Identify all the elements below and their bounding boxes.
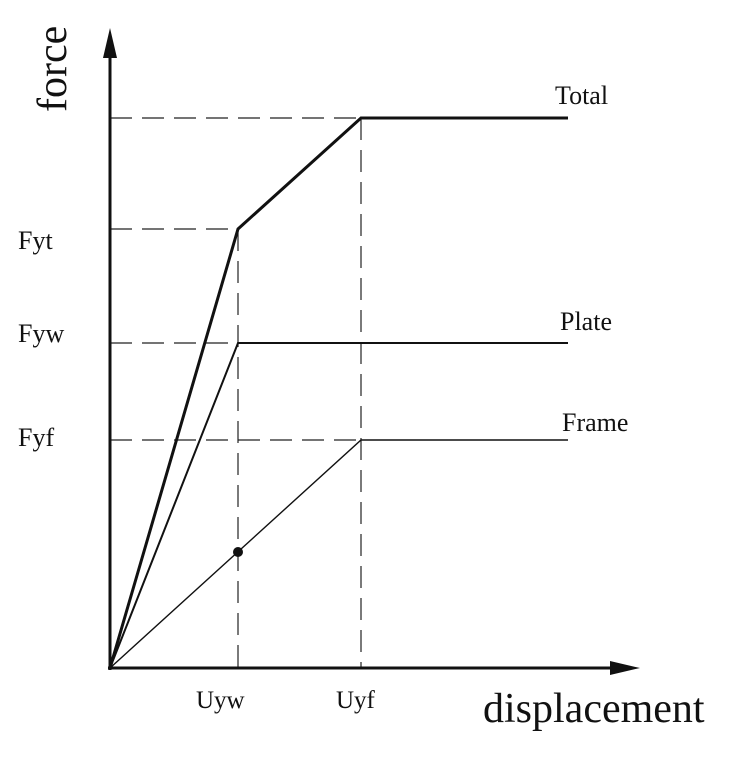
frame-curve xyxy=(109,439,568,669)
point xyxy=(233,547,243,557)
plate-curve xyxy=(109,342,568,669)
y-tick-label: Fyt xyxy=(18,226,53,255)
curve-label: Plate xyxy=(560,307,612,336)
curve-label: Total xyxy=(555,81,608,110)
y-arrow xyxy=(103,28,117,58)
x-tick-label: Uyf xyxy=(336,687,376,714)
x-arrow xyxy=(610,661,640,675)
x-axis-label: displacement xyxy=(483,686,705,732)
y-tick-label: Fyf xyxy=(18,423,54,452)
total-curve xyxy=(108,116,568,669)
guide-lines xyxy=(110,117,362,668)
curve-label: Frame xyxy=(562,408,628,437)
y-axis-label: force xyxy=(30,26,76,112)
x-tick-label: Uyw xyxy=(196,687,245,714)
y-tick-label: Fyw xyxy=(18,319,64,348)
